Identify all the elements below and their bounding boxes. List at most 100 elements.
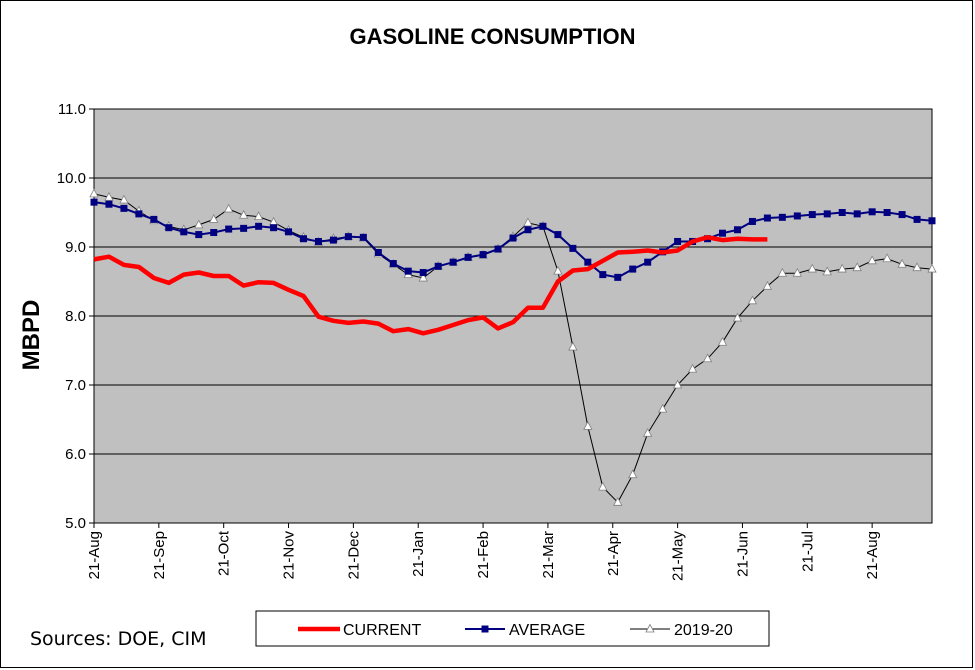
data-point-average: [539, 222, 547, 230]
data-point-average: [404, 267, 412, 275]
x-tick-label: 21-Nov: [281, 531, 298, 580]
grid-lines: [94, 177, 932, 455]
chart-title: GASOLINE CONSUMPTION: [349, 24, 636, 49]
data-point-2019-20: [628, 469, 638, 479]
x-tick-label: 21-Apr: [605, 531, 622, 576]
data-point-average: [569, 244, 577, 252]
axes: 5.0 6.0 7.0 8.0 9.0 10.0 11.0 21-Aug 21-Sep 21-Oc…: [57, 101, 881, 581]
data-point-2019-20: [553, 265, 563, 275]
data-point-average: [584, 258, 592, 266]
data-point-2019-20: [598, 481, 608, 491]
data-point-2019-20: [927, 263, 937, 273]
data-point-2019-20: [717, 336, 728, 346]
data-point-average: [105, 200, 113, 208]
data-point-average: [374, 249, 382, 257]
y-tick-label: 8.0: [65, 308, 86, 325]
y-tick-label: 7.0: [65, 377, 86, 394]
x-tick-label: 21-Oct: [216, 530, 233, 576]
legend-marker-2019-20: [645, 623, 655, 633]
data-point-average: [898, 211, 906, 219]
data-point-average: [763, 214, 771, 222]
data-point-average: [554, 231, 562, 239]
data-point-2019-20: [807, 263, 817, 273]
legend: CURRENT AVERAGE 2019-20: [255, 610, 770, 647]
data-point-average: [210, 229, 218, 237]
data-point-average: [300, 235, 307, 243]
data-point-2019-20: [643, 427, 653, 437]
legend-item-2019-20: 2019-20: [630, 622, 733, 639]
y-tick-label: 11.0: [58, 101, 86, 118]
data-point-average: [733, 226, 741, 234]
data-point-average: [838, 209, 846, 216]
data-point-average: [314, 237, 322, 245]
data-point-2019-20: [238, 209, 249, 219]
data-point-2019-20: [194, 219, 204, 229]
data-point-2019-20: [777, 267, 788, 277]
data-point-average: [195, 231, 203, 239]
x-tick-label: 21-Sep: [151, 531, 168, 579]
data-point-2019-20: [253, 211, 264, 221]
data-point-average: [270, 224, 278, 232]
data-point-2019-20: [837, 263, 847, 273]
data-point-average: [359, 233, 367, 241]
data-point-2019-20: [89, 188, 99, 198]
data-point-average: [449, 258, 457, 266]
data-point-average: [329, 236, 337, 244]
data-point-average: [135, 210, 143, 218]
data-point-average: [90, 198, 98, 206]
x-tick-label: 21-Jul: [799, 531, 816, 572]
data-point-2019-20: [867, 255, 877, 265]
data-point-average: [389, 260, 397, 268]
data-point-average: [464, 253, 472, 261]
data-point-average: [225, 225, 233, 233]
data-point-average: [614, 273, 622, 281]
data-point-2019-20: [568, 341, 578, 351]
data-point-2019-20: [822, 266, 832, 276]
data-point-2019-20: [224, 203, 234, 213]
data-point-2019-20: [523, 217, 533, 227]
data-point-average: [883, 209, 891, 216]
data-point-average: [419, 269, 427, 277]
data-point-average: [793, 212, 801, 220]
legend-label: CURRENT: [343, 622, 421, 639]
x-tick-label: 21-Jun: [734, 531, 751, 577]
data-point-average: [913, 215, 921, 223]
data-point-2019-20: [882, 253, 892, 263]
legend-items: CURRENT AVERAGE 2019-20: [298, 622, 733, 639]
data-point-average: [240, 224, 248, 232]
data-point-average: [748, 217, 756, 225]
data-point-average: [524, 226, 532, 234]
x-tick-label: 21-Aug: [86, 531, 103, 579]
data-point-average: [823, 210, 831, 218]
data-point-2019-20: [104, 191, 114, 201]
x-tick-label: 21-Mar: [540, 531, 557, 579]
data-point-average: [509, 234, 517, 242]
y-tick-label: 6.0: [65, 446, 86, 463]
data-point-2019-20: [762, 280, 773, 290]
data-point-average: [180, 228, 188, 236]
data-point-average: [285, 228, 293, 236]
data-point-average: [434, 262, 442, 270]
data-point-average: [644, 258, 652, 266]
x-tick-label: 21-Dec: [345, 531, 362, 580]
series-layer: [89, 188, 937, 506]
data-point-2019-20: [672, 379, 683, 389]
data-point-average: [599, 271, 607, 279]
data-point-2019-20: [209, 214, 219, 223]
data-point-2019-20: [912, 262, 922, 272]
data-point-2019-20: [732, 312, 743, 322]
data-point-average: [120, 204, 128, 212]
x-tick-label: 21-Aug: [864, 531, 881, 579]
data-point-2019-20: [792, 267, 802, 277]
data-point-2019-20: [583, 421, 593, 430]
data-point-average: [479, 251, 487, 259]
y-tick-label: 5.0: [65, 515, 86, 532]
data-point-average: [344, 233, 352, 241]
data-point-2019-20: [702, 353, 713, 363]
x-tick-label: 21-May: [670, 531, 687, 582]
data-point-2019-20: [852, 262, 862, 272]
data-point-average: [928, 217, 936, 225]
data-point-average: [674, 237, 682, 245]
